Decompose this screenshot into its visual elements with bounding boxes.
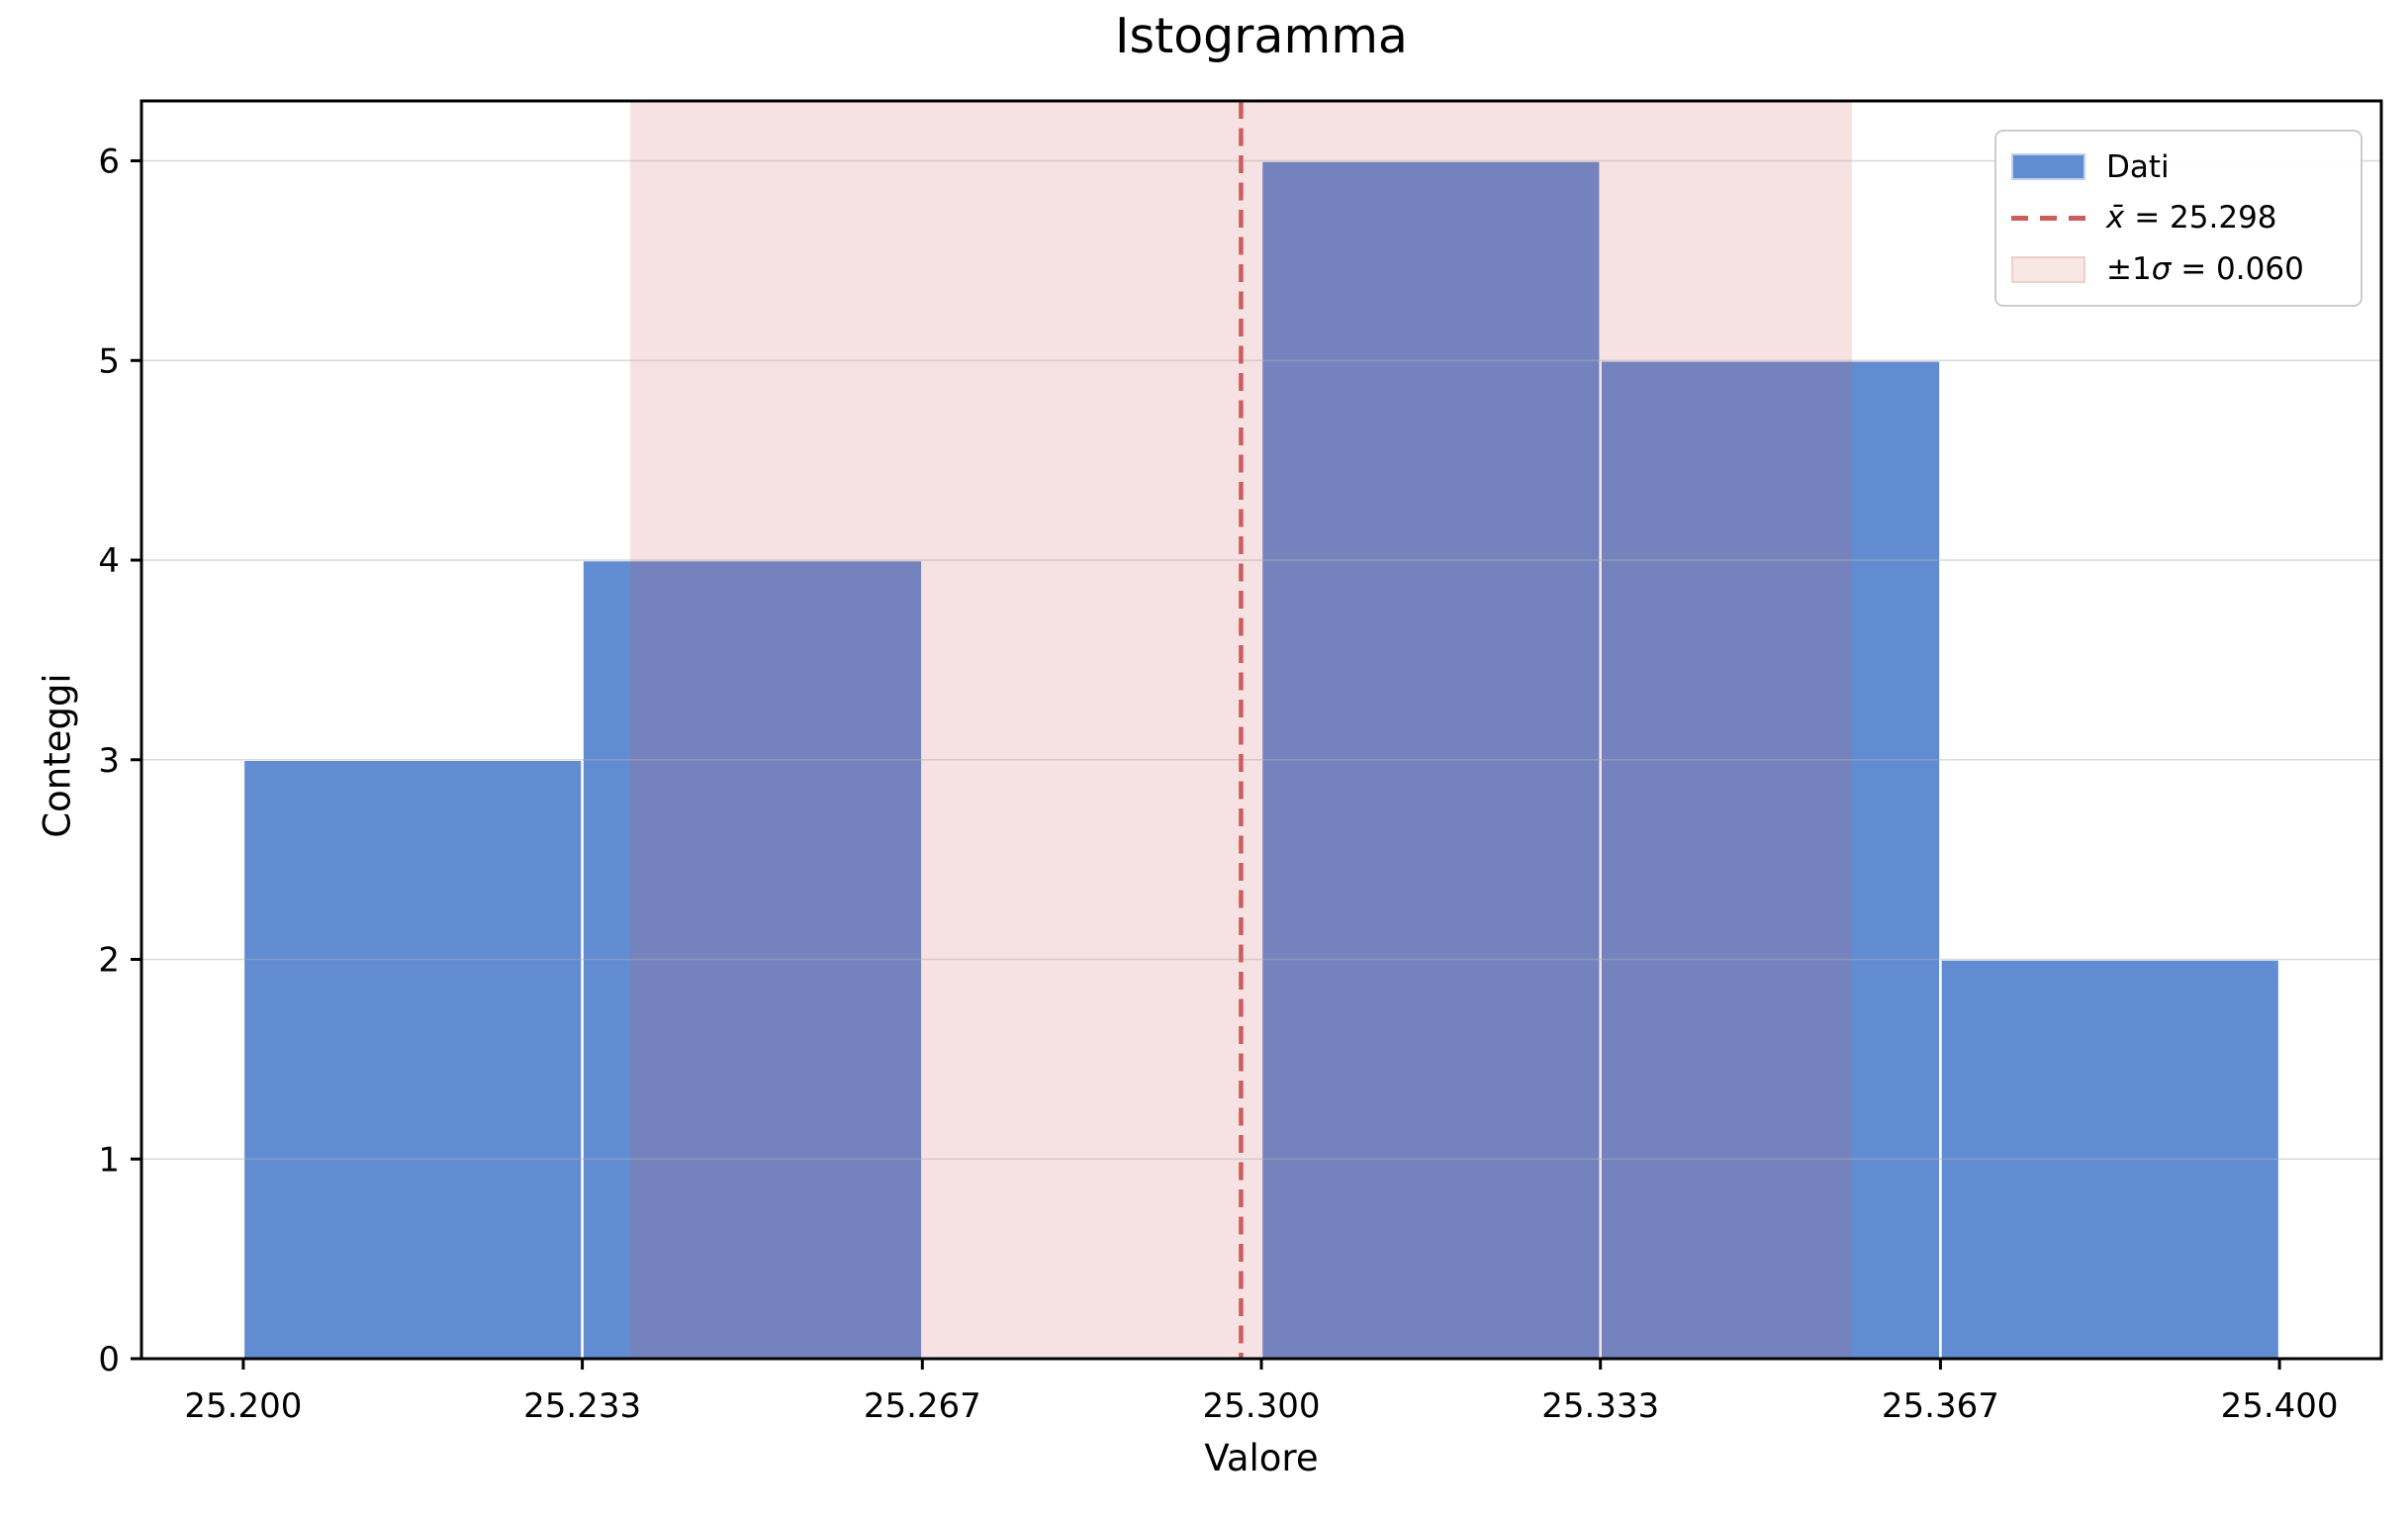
legend-swatch-mean [2011, 215, 2085, 221]
y-tick-label: 5 [98, 341, 120, 381]
histogram-bar [241, 758, 584, 1361]
y-tick-label: 6 [98, 142, 120, 182]
y-tick-label: 2 [98, 941, 120, 981]
x-tick-label: 25.233 [523, 1386, 641, 1426]
histogram-bar [1599, 359, 1942, 1361]
histogram-bar [1939, 958, 2281, 1361]
legend-swatch-sigma [2011, 255, 2085, 283]
y-tick-label: 3 [98, 741, 120, 781]
legend-item-dati: Dati [2011, 149, 2351, 185]
legend-label-mean: x̄ = 25.298 [2106, 200, 2277, 237]
histogram-bar [1259, 159, 1602, 1361]
y-tick-label: 1 [98, 1140, 120, 1180]
y-tick-label: 0 [98, 1340, 120, 1379]
x-tick-label: 25.300 [1203, 1386, 1321, 1426]
legend: Dati x̄ = 25.298 ±1σ = 0.060 [1994, 130, 2362, 307]
x-tick-label: 25.400 [2221, 1386, 2339, 1426]
x-tick-label: 25.367 [1882, 1386, 1999, 1426]
legend-item-mean: x̄ = 25.298 [2011, 200, 2351, 236]
chart-title: Istogramma [1115, 8, 1408, 64]
x-tick-label: 25.333 [1541, 1386, 1659, 1426]
legend-label-dati: Dati [2106, 148, 2170, 185]
y-axis-label: Conteggi [36, 673, 79, 838]
legend-label-sigma: ±1σ = 0.060 [2106, 251, 2304, 288]
x-tick-label: 25.267 [864, 1386, 981, 1426]
legend-swatch-dati [2011, 153, 2085, 181]
y-tick-label: 4 [98, 541, 120, 581]
x-axis-label: Valore [1204, 1437, 1319, 1479]
legend-item-sigma: ±1σ = 0.060 [2011, 251, 2351, 287]
histogram-bar [581, 558, 924, 1361]
x-tick-label: 25.200 [184, 1386, 302, 1426]
